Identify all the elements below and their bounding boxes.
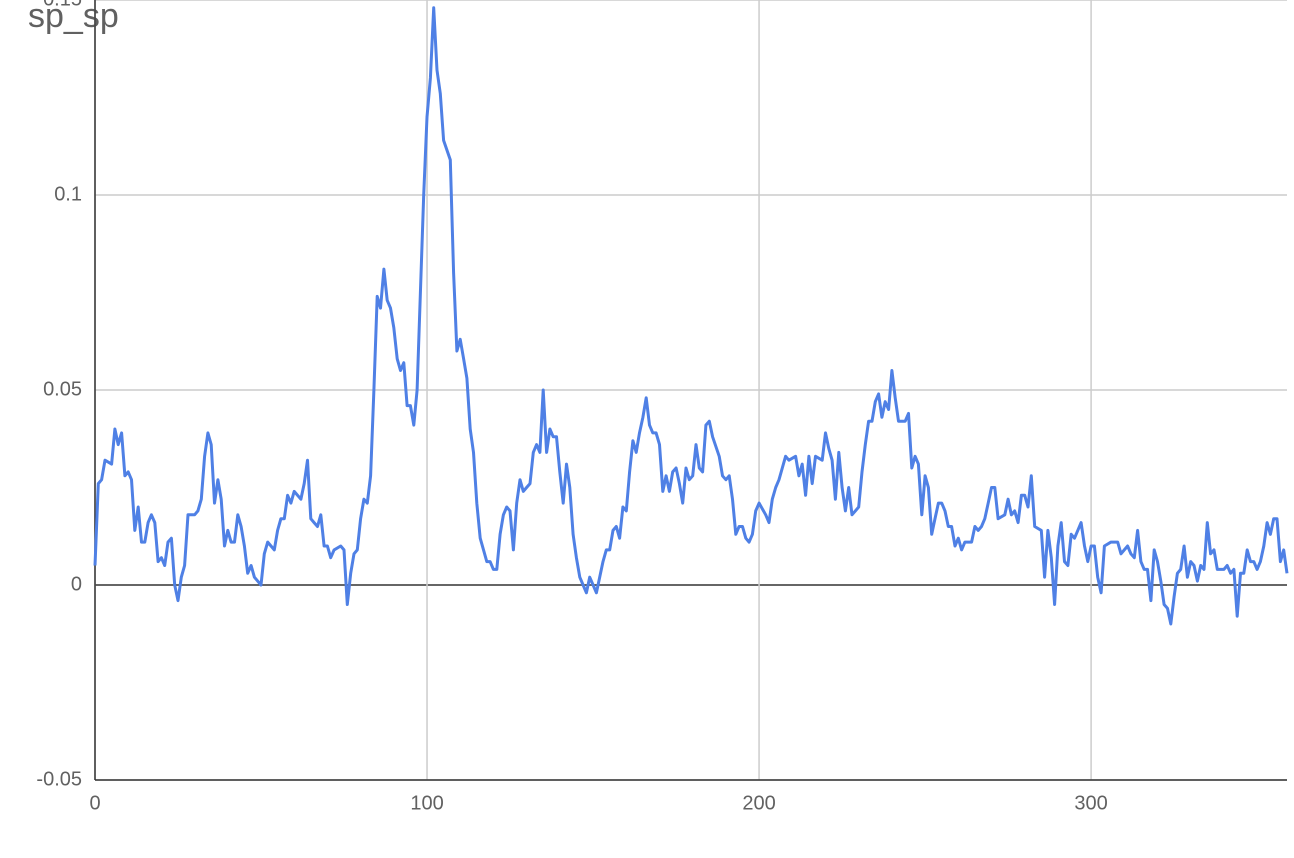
y-tick-label: 0.15 (43, 0, 82, 10)
y-tick-label: 0.1 (54, 183, 82, 205)
x-tick-label: 0 (89, 792, 100, 814)
x-tick-label: 300 (1074, 792, 1107, 814)
y-tick-label: -0.05 (36, 768, 82, 790)
chart-title: sp_sp (28, 0, 119, 35)
line (93, 6, 1289, 626)
y-tick-label: 0.05 (43, 378, 82, 400)
y-tick-label: 0 (71, 573, 82, 595)
x-tick-label: 100 (410, 792, 443, 814)
x-tick-label: 200 (742, 792, 775, 814)
